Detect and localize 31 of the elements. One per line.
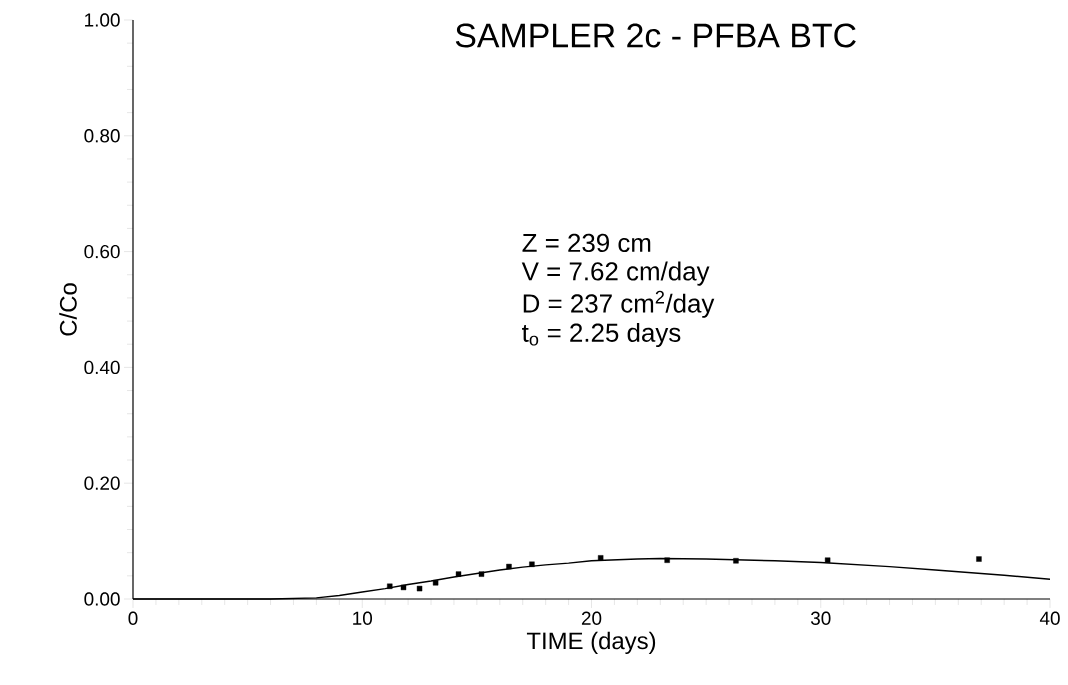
x-tick-label: 0: [128, 611, 138, 625]
point: [478, 571, 485, 577]
point: [387, 583, 393, 589]
point: [416, 585, 423, 592]
y-tick-label: 0.20: [84, 476, 120, 490]
point: [432, 580, 439, 586]
annotation: Z = 239 cm: [522, 233, 651, 253]
point: [733, 558, 739, 564]
point: [597, 555, 604, 561]
point: [664, 557, 670, 563]
y-tick-label: 0.00: [84, 592, 120, 606]
point: [529, 561, 535, 567]
y-tick-label: 0.80: [84, 129, 120, 143]
point: [506, 563, 512, 570]
x-tick-label: 30: [810, 611, 831, 625]
chart-title: SAMPLER 2c - PFBA BTC: [455, 23, 856, 48]
point: [824, 557, 831, 563]
x-axis-title: TIME (days): [526, 631, 656, 655]
y-tick-label: 0.40: [84, 360, 120, 375]
y-axis-title: C/Co: [59, 283, 77, 336]
point: [400, 584, 407, 591]
annotation: t$_{o}$ = 2.25 days: [522, 322, 681, 348]
annotation: D = 237 cm$^{2}$/day: [523, 290, 715, 318]
x-tick-label: 10: [353, 611, 373, 625]
annotation: V = 7.62 cm/day: [521, 261, 710, 286]
y-tick-label: 1.00: [85, 13, 120, 27]
y-tick-label: 0.60: [84, 244, 120, 259]
point: [976, 556, 982, 562]
x-tick-label: 40: [1039, 611, 1060, 625]
point: [455, 571, 462, 577]
x-tick-label: 20: [581, 611, 602, 625]
